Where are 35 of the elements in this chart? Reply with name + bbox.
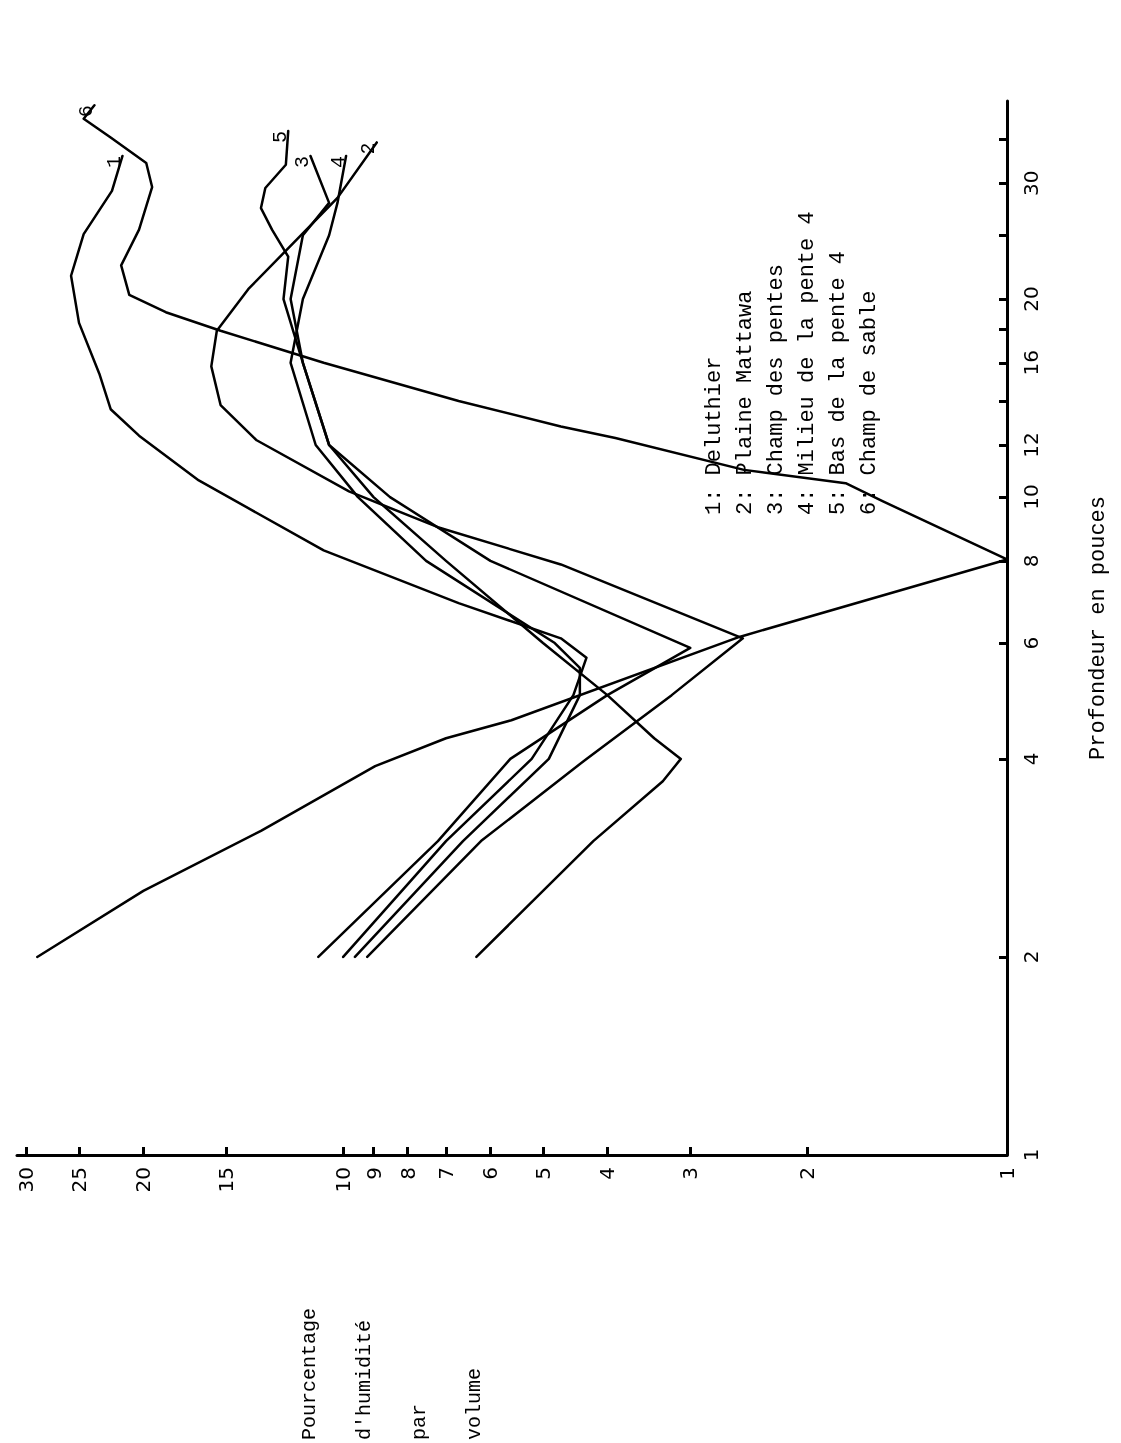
x-tick-label: 30: [14, 1167, 39, 1193]
y-tick-label: 6: [1019, 636, 1043, 650]
x-tick-label: 10: [331, 1167, 356, 1193]
annotation: 3: Champ des pentes: [763, 264, 789, 515]
y-tick-label: 16: [1019, 350, 1043, 376]
x-tick-label: 25: [67, 1167, 92, 1193]
annotation: 4: Milieu de la pente 4: [794, 211, 820, 515]
annotation: 5: Bas de la pente 4: [825, 250, 851, 515]
x-tick-label: 6: [478, 1167, 503, 1180]
text: 5: [268, 131, 292, 144]
x-tick-label: 1: [995, 1167, 1019, 1180]
x-tick-label: 20: [131, 1167, 156, 1193]
x-tick-label: 2: [795, 1167, 820, 1180]
x-tick-label: 15: [214, 1167, 239, 1193]
y-tick-label: 12: [1019, 432, 1043, 458]
x-tick-label: 5: [531, 1167, 556, 1180]
annotation: 1: Deluthier: [701, 356, 727, 515]
x-tick-label: 4: [595, 1167, 620, 1180]
x-tick-label: 7: [434, 1167, 458, 1180]
y-tick-label: 2: [1019, 950, 1043, 964]
y-axis-title: Profondeur en pouces: [1085, 495, 1111, 761]
y-tick-label: 8: [1019, 554, 1043, 568]
y-tick-label: 30: [1019, 170, 1043, 196]
y-tick-label: 20: [1019, 286, 1043, 312]
y-tick-label: 4: [1019, 752, 1043, 766]
text: 3: [291, 155, 315, 168]
x-tick-label: 3: [678, 1167, 703, 1180]
text: Pourcentage d'humidité par volume: [298, 1307, 486, 1440]
y-tick-label: 1: [1019, 1148, 1043, 1162]
x-tick-label: 8: [395, 1167, 420, 1180]
annotation: 2: Plaine Mattawa: [732, 290, 758, 515]
text: 4: [326, 155, 350, 168]
y-tick-label: 10: [1019, 484, 1043, 510]
x-tick-label: 9: [361, 1167, 386, 1180]
annotation: 6: Champ de sable: [856, 290, 882, 515]
